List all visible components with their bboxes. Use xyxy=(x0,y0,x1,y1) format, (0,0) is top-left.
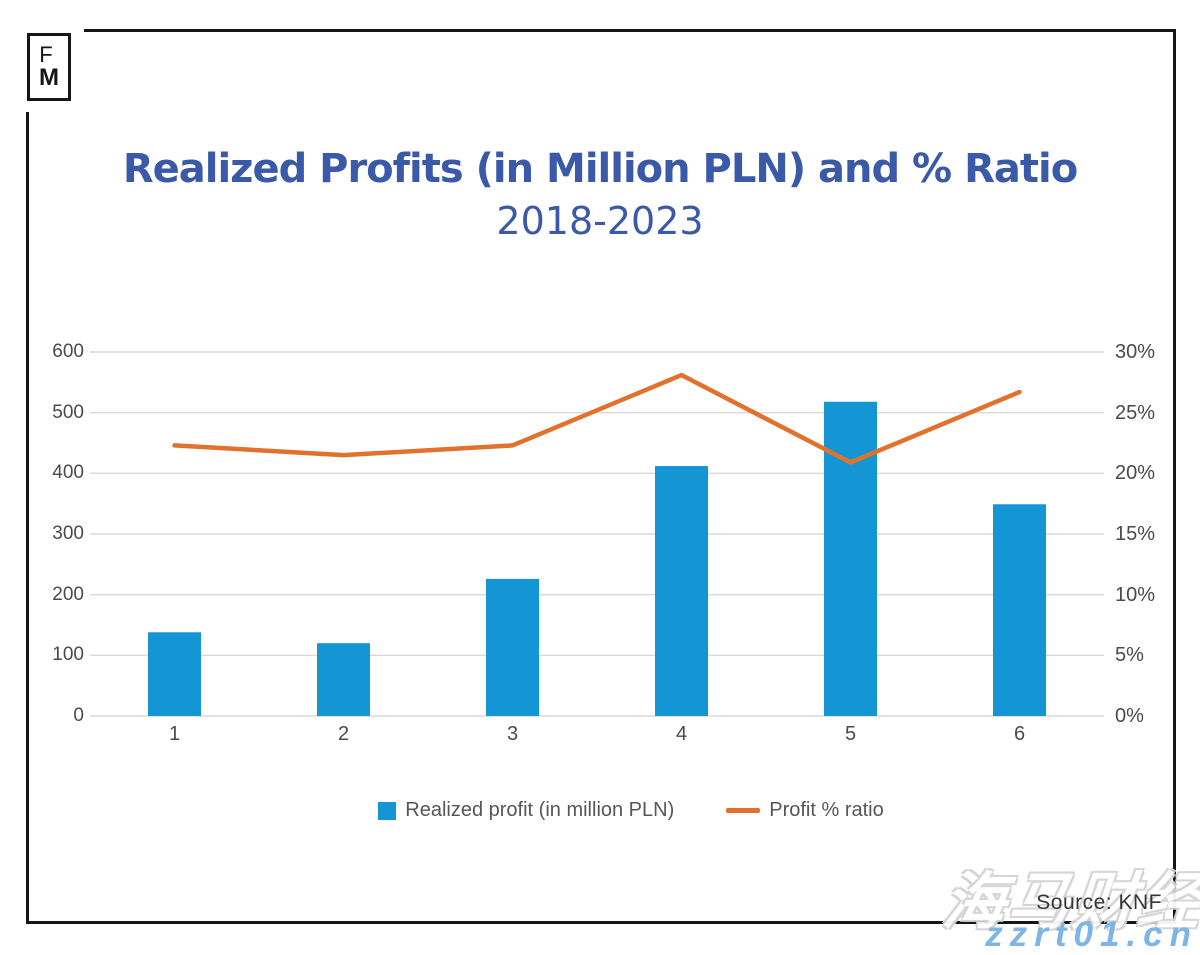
y-right-tick-10%: 10% xyxy=(1115,583,1156,606)
bar-category-2 xyxy=(317,643,370,716)
bar-category-3 xyxy=(486,578,539,716)
x-tick-1: 1 xyxy=(168,723,181,745)
logo-letter-m: M xyxy=(39,64,59,91)
watermark-url: zzrt01.cn xyxy=(985,915,1198,954)
legend-item-bars: Realized profit (in million PLN) xyxy=(378,799,674,822)
y-right-tick-15%: 15% xyxy=(1115,523,1156,545)
y-left-tick-200: 200 xyxy=(52,583,84,605)
x-tick-4: 4 xyxy=(675,723,688,745)
y-left-tick-500: 500 xyxy=(52,401,84,423)
x-tick-3: 3 xyxy=(506,723,519,745)
y-right-tick-25%: 25% xyxy=(1115,401,1156,424)
y-right-tick-0%: 0% xyxy=(1115,705,1144,727)
y-right-tick-30%: 30% xyxy=(1115,341,1156,363)
y-left-tick-0: 0 xyxy=(73,705,84,726)
fm-logo: F M xyxy=(27,33,71,101)
bar-category-6 xyxy=(993,504,1046,716)
y-right-tick-5%: 5% xyxy=(1115,644,1144,667)
legend: Realized profit (in million PLN) Profit … xyxy=(0,799,1200,822)
chart-subtitle: 2018-2023 xyxy=(496,199,704,243)
profit-ratio-line xyxy=(172,372,1022,465)
source-note: Source: KNF xyxy=(1036,891,1162,914)
y-left-tick-600: 600 xyxy=(52,341,84,362)
y-left-tick-300: 300 xyxy=(52,523,84,544)
x-tick-5: 5 xyxy=(844,723,857,745)
y-right-tick-20%: 20% xyxy=(1115,462,1156,485)
y-left-tick-100: 100 xyxy=(52,644,84,666)
x-tick-2: 2 xyxy=(337,723,350,745)
bar-category-5 xyxy=(824,401,877,716)
chart-frame-border xyxy=(26,29,1176,924)
logo-letter-f: F xyxy=(39,42,53,67)
chart-title: Realized Profits (in Million PLN) and % … xyxy=(122,146,1078,192)
bar-series-swatch-icon xyxy=(378,801,397,820)
bar-category-4 xyxy=(655,466,708,716)
legend-item-line: Profit % ratio xyxy=(726,799,884,822)
line-series-swatch-icon xyxy=(726,808,761,813)
y-left-tick-400: 400 xyxy=(52,462,84,484)
legend-bar-label: Realized profit (in million PLN) xyxy=(405,799,675,821)
bar-category-1 xyxy=(148,632,201,716)
x-tick-6: 6 xyxy=(1013,723,1026,745)
legend-line-label: Profit % ratio xyxy=(769,799,884,821)
